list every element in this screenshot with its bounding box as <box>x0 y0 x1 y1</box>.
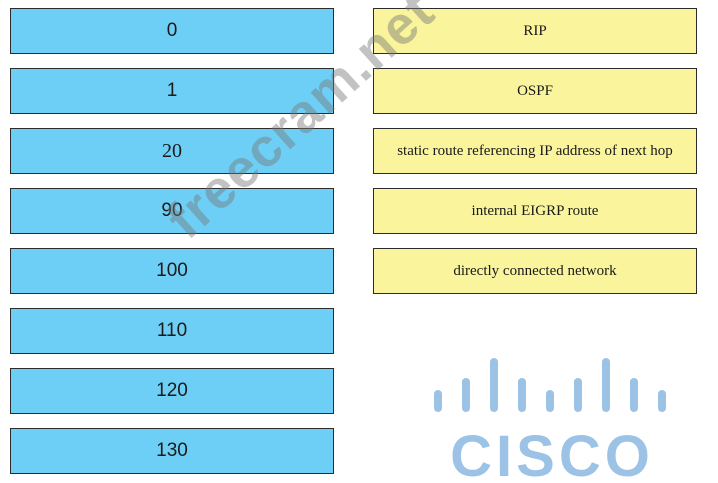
ad-value-label: 1 <box>166 80 178 101</box>
route-source-box[interactable]: internal EIGRP route <box>373 188 697 234</box>
ad-value-label: 110 <box>156 320 188 341</box>
route-source-box[interactable]: static route referencing IP address of n… <box>373 128 697 174</box>
ad-value-box[interactable]: 0 <box>10 8 334 54</box>
ad-value-box[interactable]: 90 <box>10 188 334 234</box>
ad-value-box[interactable]: 100 <box>10 248 334 294</box>
cisco-logo: CISCO <box>434 358 666 482</box>
ad-value-label: 90 <box>161 200 183 221</box>
ad-value-label: 0 <box>166 20 178 41</box>
ad-value-box[interactable]: 1 <box>10 68 334 114</box>
ad-value-label: 20 <box>162 139 182 162</box>
ad-value-box[interactable]: 120 <box>10 368 334 414</box>
cisco-bars-icon <box>434 358 666 412</box>
ad-value-label: 120 <box>156 380 188 401</box>
ad-value-label: 100 <box>156 260 188 281</box>
ad-value-box[interactable]: 20 <box>10 128 334 174</box>
ad-value-box[interactable]: 130 <box>10 428 334 474</box>
route-source-label: static route referencing IP address of n… <box>397 142 673 159</box>
ad-value-box[interactable]: 110 <box>10 308 334 354</box>
route-source-box[interactable]: OSPF <box>373 68 697 114</box>
route-source-box[interactable]: directly connected network <box>373 248 697 294</box>
ad-value-label: 130 <box>156 440 188 461</box>
route-source-label: OSPF <box>517 82 553 99</box>
route-source-label: internal EIGRP route <box>471 202 599 219</box>
route-source-label: RIP <box>523 22 547 39</box>
cisco-wordmark: CISCO <box>450 424 654 482</box>
route-source-box[interactable]: RIP <box>373 8 697 54</box>
route-source-label: directly connected network <box>453 262 617 279</box>
